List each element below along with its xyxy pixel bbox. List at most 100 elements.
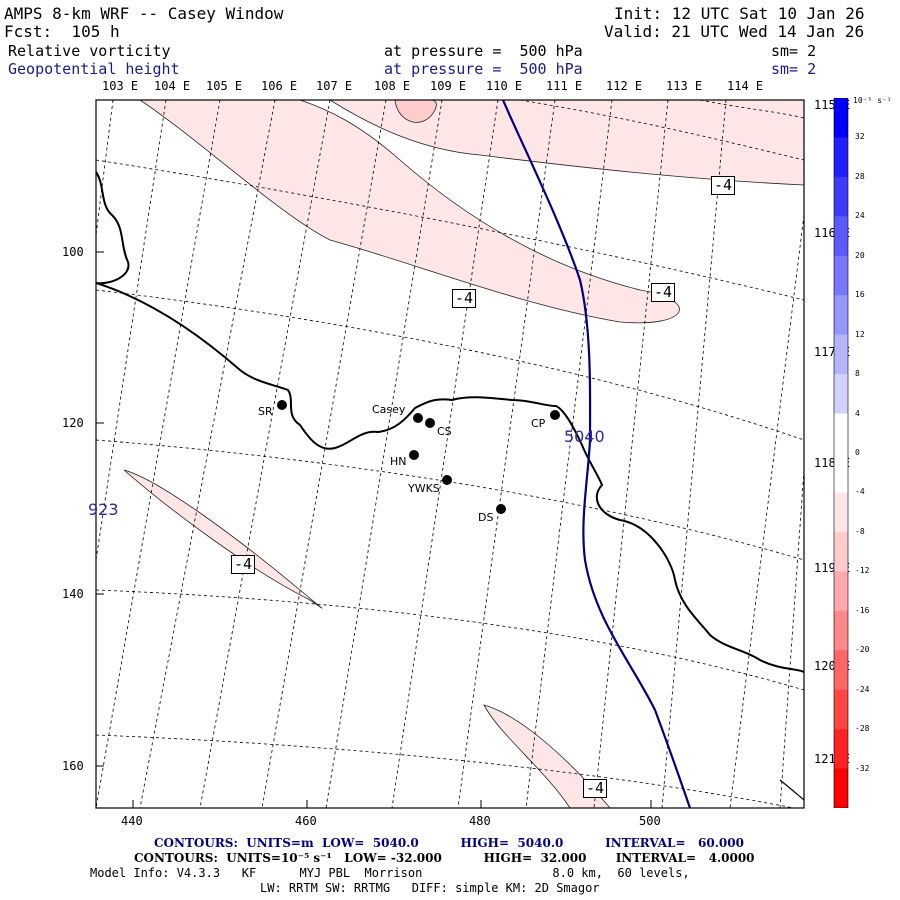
height-contour-label: 5040 xyxy=(564,427,605,446)
vorticity-region-south xyxy=(483,704,611,808)
colorbar-tick-label: 8 xyxy=(855,369,860,379)
station-label-sr: SR xyxy=(258,405,273,418)
coastline-small xyxy=(779,779,804,801)
contour-label: -4 xyxy=(651,283,676,302)
colorbar-tick-label: -32 xyxy=(855,763,870,773)
colorbar-tick-label: 20 xyxy=(855,250,865,260)
field2-name: Geopotential height xyxy=(8,60,180,78)
station-label-cp: CP xyxy=(531,417,546,430)
contour-label: -4 xyxy=(711,176,736,195)
colorbar-swatch xyxy=(834,689,848,730)
vorticity-region-upper xyxy=(139,100,680,324)
lon-label-top: 112 E xyxy=(606,79,643,93)
colorbar-tick-label: -28 xyxy=(855,724,870,734)
lon-label-top: 110 E xyxy=(486,79,523,93)
colorbar-swatch xyxy=(834,176,848,217)
colorbar-tick-label: 16 xyxy=(855,290,865,300)
lon-label-top: 106 E xyxy=(261,79,298,93)
colorbar-tick-label: -8 xyxy=(855,526,865,536)
colorbar-swatch xyxy=(834,413,848,454)
colorbar-swatch xyxy=(834,137,848,178)
x-tick-label: 480 xyxy=(469,814,491,828)
station-label-casey: Casey xyxy=(372,403,406,416)
contour-label: -4 xyxy=(452,289,477,308)
colorbar-tick-label: 0 xyxy=(855,448,860,457)
y-tick-label: 100 xyxy=(62,245,84,259)
station-label-cs: CS xyxy=(437,425,452,438)
map-title: AMPS 8-km WRF -- Casey Window xyxy=(4,4,284,23)
y-tick-label: 120 xyxy=(62,416,84,430)
colorbar-swatch xyxy=(834,334,848,375)
vorticity-region-west xyxy=(123,469,323,609)
colorbar-swatch xyxy=(834,98,848,138)
colorbar-tick-label: -16 xyxy=(855,605,870,615)
parallel-lines xyxy=(96,100,804,808)
colorbar-swatch xyxy=(834,216,848,257)
station-ds-marker xyxy=(496,504,506,514)
colorbar-swatch xyxy=(834,453,848,493)
colorbar-swatch xyxy=(834,374,848,415)
colorbar-swatch xyxy=(834,295,848,336)
height-contour-label-edge: 923 xyxy=(88,500,119,519)
init-time: Init: 12 UTC Sat 10 Jan 26 xyxy=(614,4,865,23)
colorbar-tick-label: -4 xyxy=(855,487,865,497)
station-ywks-marker xyxy=(442,475,452,485)
colorbar-tick-label: 4 xyxy=(855,408,860,418)
colorbar-unit: 10⁻⁵ s⁻¹ xyxy=(853,96,892,105)
lon-label-top: 104 E xyxy=(154,79,191,93)
forecast-hour: Fcst: 105 h xyxy=(4,22,120,41)
lon-label-top: 113 E xyxy=(666,79,703,93)
y-tick-label: 160 xyxy=(62,759,84,773)
vorticity-region-top xyxy=(329,100,804,186)
colorbar-swatch xyxy=(834,610,848,651)
colorbar-swatch xyxy=(834,650,848,691)
station-markers xyxy=(277,400,560,514)
contour-label: -4 xyxy=(583,779,608,798)
lon-label-top: 114 E xyxy=(727,79,764,93)
x-tick-label: 440 xyxy=(121,814,143,828)
field1-smoothing: sm= 2 xyxy=(771,42,817,60)
colorbar-tick-label: -20 xyxy=(855,645,870,655)
lon-label-top: 111 E xyxy=(546,79,583,93)
colorbar-swatch xyxy=(834,729,848,770)
coastline xyxy=(96,171,804,673)
colorbar-tick-label: 28 xyxy=(855,171,865,181)
station-hn-marker xyxy=(409,450,419,460)
lon-label-top: 109 E xyxy=(430,79,467,93)
colorbar-swatch xyxy=(834,571,848,612)
field1-name: Relative vorticity xyxy=(8,42,171,60)
x-tick-label: 500 xyxy=(639,814,661,828)
field2-level: at pressure = 500 hPa xyxy=(384,60,583,78)
colorbar-swatch xyxy=(834,492,848,533)
station-cs-marker xyxy=(425,418,435,428)
colorbar-swatch xyxy=(834,531,848,572)
y-tick-label: 140 xyxy=(62,587,84,601)
station-sr-marker xyxy=(277,400,287,410)
footer-vorticity-contours: CONTOURS: UNITS=10⁻⁵ s⁻¹ LOW= -32.000 HI… xyxy=(134,851,755,865)
height-contour-5040 xyxy=(501,100,692,808)
station-cp-marker xyxy=(550,410,560,420)
colorbar xyxy=(833,98,849,808)
colorbar-tick-label: -24 xyxy=(855,684,870,694)
valid-time: Valid: 21 UTC Wed 14 Jan 26 xyxy=(604,22,865,41)
station-casey-marker xyxy=(413,413,423,423)
lon-label-top: 107 E xyxy=(316,79,353,93)
field1-level: at pressure = 500 hPa xyxy=(384,42,583,60)
station-label-ds: DS xyxy=(478,511,494,524)
field2-smoothing: sm= 2 xyxy=(771,60,817,78)
colorbar-tick-label: 24 xyxy=(855,211,865,221)
colorbar-tick-label: -12 xyxy=(855,566,870,576)
x-tick-label: 460 xyxy=(295,814,317,828)
footer-height-contours: CONTOURS: UNITS=m LOW= 5040.0 HIGH= 5040… xyxy=(154,836,744,850)
colorbar-swatch xyxy=(834,255,848,296)
station-label-hn: HN xyxy=(390,455,407,468)
station-label-ywks: YWKS xyxy=(408,482,440,495)
contour-label: -4 xyxy=(231,555,256,574)
footer-model-info: Model Info: V4.3.3 KF MYJ PBL Morrison 8… xyxy=(90,866,690,880)
colorbar-tick-label: 12 xyxy=(855,329,865,339)
footer-physics-info: LW: RRTM SW: RRTMG DIFF: simple KM: 2D S… xyxy=(260,881,600,895)
lon-label-top: 103 E xyxy=(102,79,139,93)
meridian-lines xyxy=(96,100,804,808)
colorbar-tick-label: 32 xyxy=(855,132,865,142)
colorbar-swatch xyxy=(834,768,848,808)
